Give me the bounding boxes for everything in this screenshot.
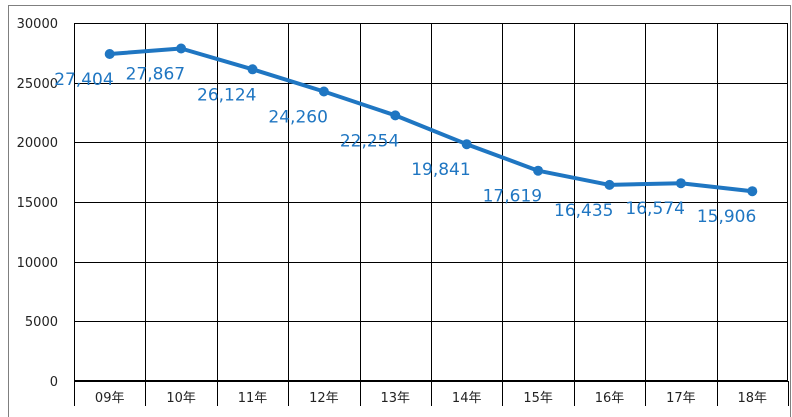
data-label: 24,260: [268, 108, 327, 128]
x-tick-label: 09年: [95, 391, 125, 406]
series-line: [104, 43, 758, 197]
data-label: 26,124: [197, 85, 256, 105]
y-tick-label: 20000: [17, 136, 58, 151]
gridlines: [74, 23, 789, 406]
x-tick-label: 11年: [238, 391, 268, 406]
data-label: 17,619: [483, 187, 542, 207]
data-label: 22,254: [340, 131, 399, 151]
y-tick-label: 30000: [17, 17, 58, 32]
axis-labels: 0 5000 10000 15000 20000 25000 30000 09年 10年 11年 1…: [17, 17, 767, 406]
data-point: [675, 178, 686, 189]
data-label: 27,867: [126, 65, 185, 85]
x-tick-label: 15年: [523, 391, 553, 406]
x-tick-label: 10年: [166, 391, 196, 406]
data-point: [604, 179, 615, 190]
data-label: 15,906: [697, 207, 756, 227]
x-tick-label: 12年: [309, 391, 339, 406]
data-point: [176, 43, 187, 54]
series-polyline: [107, 46, 755, 194]
data-label: 19,841: [411, 160, 470, 180]
data-label: 16,435: [554, 201, 613, 221]
x-tick-label: 16年: [595, 391, 625, 406]
data-labels: 27,404 27,867 26,124 24,260 22,254 19,841 17,6…: [54, 65, 756, 228]
data-point: [747, 186, 758, 197]
x-tick-label: 13年: [381, 391, 411, 406]
y-tick-label: 10000: [17, 256, 58, 271]
data-point: [318, 86, 329, 97]
y-tick-label: 25000: [17, 77, 58, 92]
data-label: 27,404: [54, 70, 113, 90]
y-tick-label: 0: [50, 375, 58, 390]
chart-border: [8, 5, 791, 417]
data-point: [533, 165, 544, 176]
data-point: [461, 139, 472, 150]
data-label: 16,574: [625, 199, 684, 219]
x-tick-label: 14年: [452, 391, 482, 406]
x-tick-label: 18年: [738, 391, 768, 406]
data-point: [390, 110, 401, 121]
y-tick-label: 15000: [17, 196, 58, 211]
y-tick-label: 5000: [25, 315, 58, 330]
data-point: [104, 49, 115, 59]
x-tick-label: 17年: [666, 391, 696, 406]
data-point: [247, 64, 258, 75]
